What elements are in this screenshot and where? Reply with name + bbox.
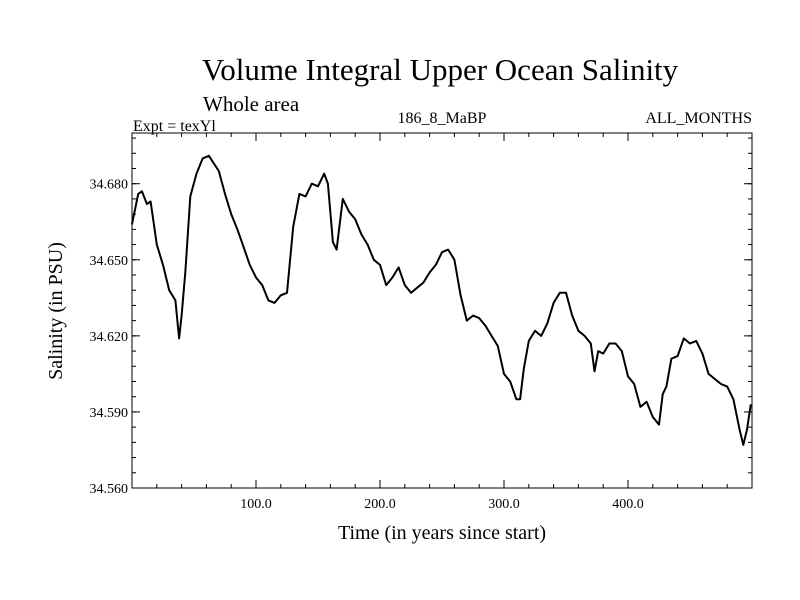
x-tick-label: 200.0 — [364, 497, 396, 512]
chart-subtitle: Whole area — [203, 92, 300, 116]
x-tick-label: 300.0 — [488, 497, 520, 512]
y-tick-label: 34.560 — [90, 482, 129, 497]
plot-area-frame — [131, 132, 753, 489]
y-axis-ticks: 34.560 34.590 34.620 34.650 34.680 — [90, 137, 752, 497]
y-tick-label: 34.680 — [90, 178, 129, 193]
run-id-label: 186_8_MaBP — [398, 110, 487, 127]
x-tick-label: 100.0 — [240, 497, 272, 512]
salinity-series-line — [131, 154, 752, 446]
y-axis-label: Salinity (in PSU) — [45, 242, 67, 380]
y-tick-label: 34.620 — [90, 330, 129, 345]
x-axis-ticks: 100.0 200.0 300.0 400.0 — [156, 133, 728, 512]
x-tick-label: 400.0 — [612, 497, 644, 512]
months-label: ALL_MONTHS — [645, 110, 752, 127]
x-axis-label: Time (in years since start) — [338, 522, 546, 544]
y-tick-label: 34.590 — [90, 406, 129, 421]
chart-title: Volume Integral Upper Ocean Salinity — [202, 52, 679, 87]
y-tick-label: 34.650 — [90, 254, 129, 269]
experiment-label: Expt = texYl — [133, 118, 216, 135]
